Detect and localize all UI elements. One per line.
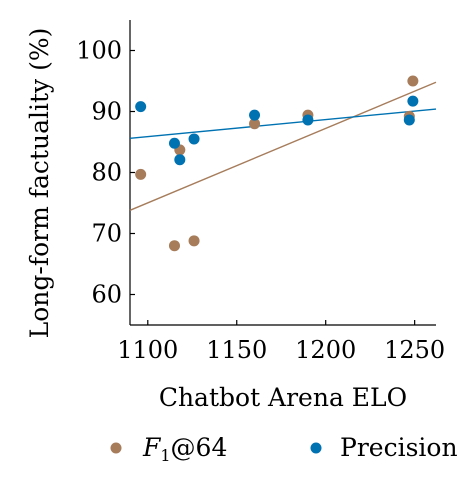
y-tick-label: 70 [91,220,122,248]
y-tick-label: 80 [91,159,122,187]
legend-marker-precision [310,442,322,454]
point-precision [249,109,261,121]
y-axis-title: Long-form factuality (%) [25,28,54,339]
y-ticks: 60 70 80 90 100 [76,37,135,309]
point-precision [174,154,186,166]
point-f1 [135,168,147,180]
trendlines [129,81,437,211]
x-tick-label: 1250 [384,336,445,364]
point-f1 [168,240,180,252]
point-f1 [249,118,261,130]
legend-label-f1-suffix: @64 [171,433,228,462]
y-tick-label: 90 [91,98,122,126]
point-precision [302,114,314,126]
legend-label-f1-sub: 1 [160,446,170,465]
point-precision [168,137,180,149]
x-tick-label: 1150 [206,336,267,364]
legend-label-f1-main: F [142,433,162,462]
legend-label-precision: Precision [340,433,458,462]
point-precision [407,95,419,107]
point-precision [135,101,147,113]
axes [129,20,436,326]
y-tick-label: 60 [91,281,122,309]
legend-label-f1: F1@64 [142,433,227,465]
point-precision [403,114,415,126]
point-precision [188,133,200,145]
legend: F1@64 Precision [110,433,458,465]
data-points [135,75,419,252]
point-f1 [188,235,200,247]
trendline-precision [129,108,437,140]
x-tick-label: 1200 [295,336,356,364]
x-axis-title: Chatbot Arena ELO [159,383,407,412]
legend-marker-f1 [110,442,122,454]
x-ticks: 1100 1150 1200 1250 [117,320,445,364]
x-tick-label: 1100 [117,336,178,364]
trendline-f1 [129,81,437,211]
y-tick-label: 100 [76,37,122,65]
point-f1 [407,75,419,87]
